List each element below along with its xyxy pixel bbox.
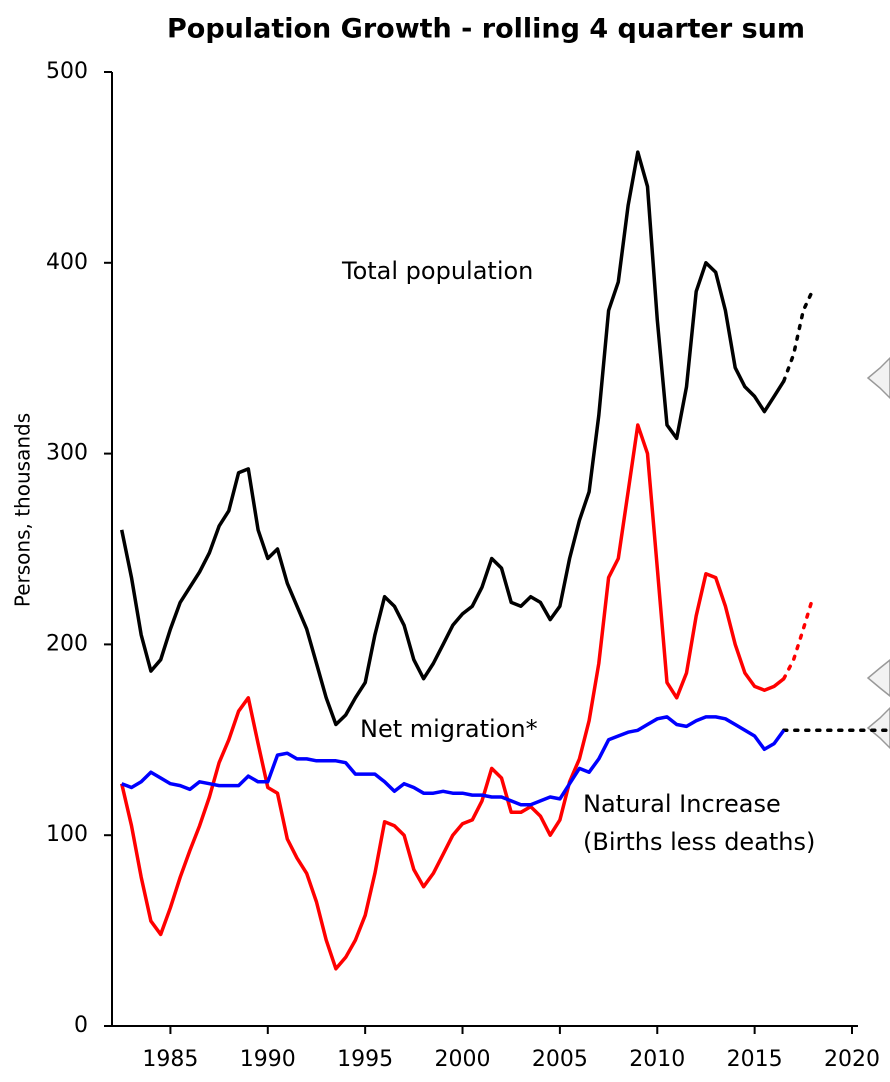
x-tick-label: 1990 [240, 1047, 296, 1072]
y-tick-label: 400 [46, 250, 88, 275]
series-line [121, 715, 786, 807]
series-line [119, 423, 785, 971]
x-tick-label: 2020 [824, 1047, 880, 1072]
series-label: Total population [341, 257, 533, 285]
annotation: (Births less deaths) [583, 828, 815, 856]
x-tick-label: 2010 [629, 1047, 685, 1072]
series-label: Natural Increase [583, 790, 781, 818]
y-tick-label: 500 [46, 59, 88, 84]
callout-arrow [866, 356, 890, 400]
series-line [119, 150, 786, 727]
callout-arrow [866, 706, 890, 750]
projection-line [782, 287, 815, 383]
y-tick-label: 100 [46, 822, 88, 847]
y-tick-label: 300 [46, 441, 88, 466]
y-axis-label: Persons, thousands [11, 413, 35, 607]
chart-title: Population Growth - rolling 4 quarter su… [167, 14, 805, 45]
callout-arrow [866, 659, 890, 697]
x-tick-label: 1985 [142, 1047, 198, 1072]
x-tick-label: 2015 [727, 1047, 783, 1072]
series-label: Net migration* [360, 715, 538, 743]
x-tick-label: 2000 [435, 1047, 491, 1072]
y-tick-label: 0 [74, 1013, 88, 1038]
cut-off-callouts [866, 356, 890, 750]
projection-line [782, 594, 815, 681]
x-tick-label: 1995 [337, 1047, 393, 1072]
y-tick-label: 200 [46, 631, 88, 656]
x-tick-label: 2005 [532, 1047, 588, 1072]
